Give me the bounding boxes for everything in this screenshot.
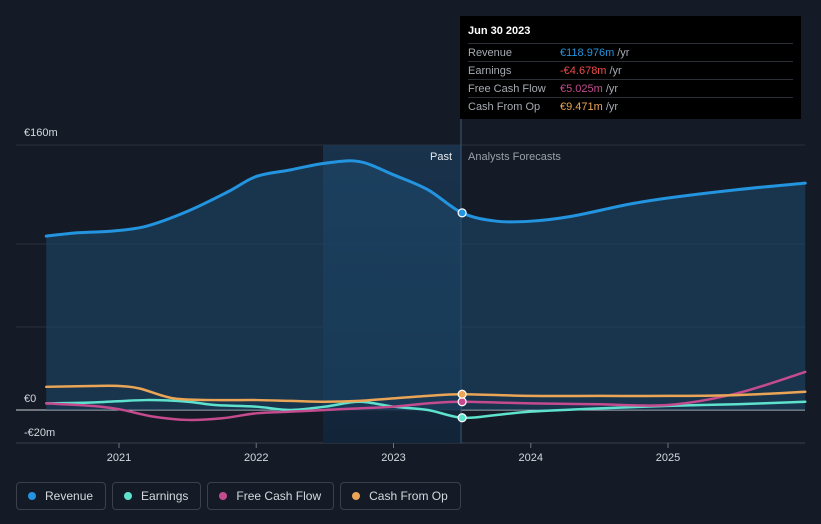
legend-item-revenue[interactable]: Revenue [16, 482, 107, 510]
tooltip-label: Earnings [468, 64, 512, 77]
x-tick-label: 2025 [656, 452, 680, 464]
earnings-marker [457, 413, 467, 423]
tooltip-row-free-cash-flow: Free Cash Flow €5.025m /yr [468, 79, 793, 97]
x-tick-label: 2022 [244, 452, 268, 464]
tooltip-row-revenue: Revenue €118.976m /yr [468, 43, 793, 61]
legend: Revenue Earnings Free Cash Flow Cash Fro… [16, 482, 461, 510]
tooltip-unit: /yr [617, 46, 630, 59]
tooltip-label: Cash From Op [468, 100, 541, 113]
revenue-area [46, 160, 806, 410]
x-tick-label: 2023 [381, 452, 405, 464]
y-tick-label: €0 [24, 393, 36, 405]
past-label: Past [430, 151, 452, 163]
x-tick-label: 2024 [519, 452, 543, 464]
tooltip-value: -€4.678m [560, 64, 607, 77]
tooltip-row-earnings: Earnings -€4.678m /yr [468, 61, 793, 79]
legend-item-free-cash-flow[interactable]: Free Cash Flow [207, 482, 335, 510]
free-cash-flow-marker [457, 397, 467, 407]
legend-item-earnings[interactable]: Earnings [112, 482, 202, 510]
tooltip-unit: /yr [605, 100, 619, 113]
legend-dot-icon [28, 492, 36, 500]
legend-label: Cash From Op [369, 489, 448, 503]
tooltip-label: Free Cash Flow [468, 82, 546, 95]
tooltip-unit: /yr [609, 64, 622, 77]
cash-from-op-line [45, 384, 807, 403]
legend-item-cash-from-op[interactable]: Cash From Op [340, 482, 461, 510]
free-cash-flow-line [45, 370, 807, 422]
revenue-marker [457, 208, 467, 218]
tooltip-unit: /yr [605, 82, 619, 95]
tooltip-value: €9.471m [560, 100, 603, 113]
tooltip-date: Jun 30 2023 [468, 25, 531, 37]
legend-dot-icon [124, 492, 133, 500]
revenue-line [44, 159, 807, 238]
earnings-line [45, 398, 807, 420]
legend-label: Earnings [141, 489, 189, 503]
forecast-label: Analysts Forecasts [468, 151, 561, 163]
y-tick-label: -€20m [24, 427, 55, 439]
tooltip-value: €5.025m [560, 82, 603, 95]
tooltip-row-cash-from-op: Cash From Op €9.471m /yr [468, 97, 793, 115]
tooltip-value: €118.976m [560, 46, 615, 59]
legend-dot-icon [219, 492, 228, 500]
legend-label: Revenue [45, 489, 94, 503]
x-tick-label: 2021 [107, 452, 131, 464]
cash-from-op-marker [457, 389, 467, 399]
tooltip: Jun 30 2023 Revenue €118.976m /yr Earnin… [460, 16, 801, 119]
legend-dot-icon [352, 492, 361, 500]
tooltip-label: Revenue [468, 46, 513, 59]
y-tick-label: €160m [24, 127, 58, 139]
legend-label: Free Cash Flow [236, 489, 322, 503]
